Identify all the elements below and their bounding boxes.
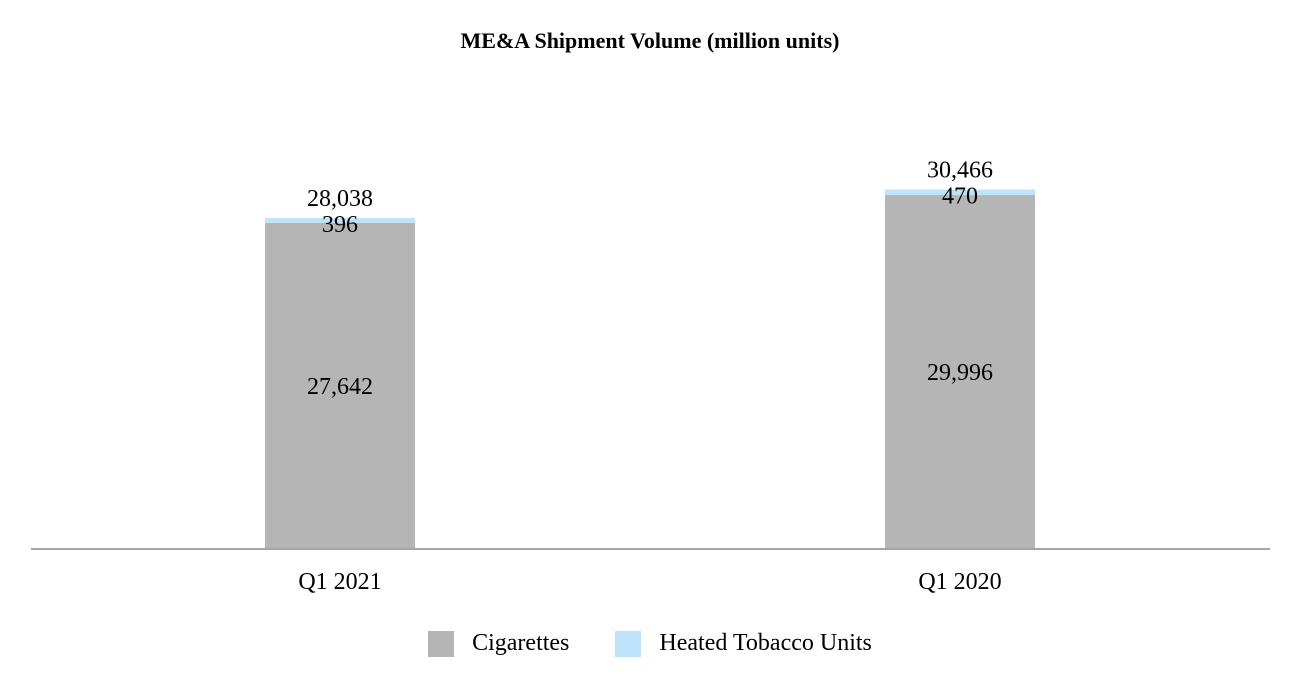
x-tick-label-0: Q1 2021 [298,569,381,595]
data-label-heated-tobacco-units-1: 470 [942,184,978,210]
legend-item-cigarettes: Cigarettes [428,630,569,657]
chart-title: ME&A Shipment Volume (million units) [460,28,840,53]
legend: Cigarettes Heated Tobacco Units [0,630,1300,657]
legend-item-heated-tobacco-units: Heated Tobacco Units [615,630,872,657]
bar-cigarettes-1 [885,195,1035,550]
legend-swatch-heated-tobacco-units [615,630,642,657]
data-label-total-1: 30,466 [927,158,993,184]
x-tick-label-1: Q1 2020 [918,569,1001,595]
data-label-cigarettes-0: 27,642 [307,374,373,400]
data-label-heated-tobacco-units-0: 396 [322,212,358,238]
data-label-total-0: 28,038 [307,186,373,212]
bar-heated-tobacco-units-0 [265,218,415,223]
legend-swatch-cigarettes [428,630,455,657]
bar-heated-tobacco-units-1 [885,189,1035,196]
legend-label-cigarettes: Cigarettes [472,630,570,656]
bar-cigarettes-0 [265,222,415,549]
data-label-cigarettes-1: 29,996 [927,360,993,386]
legend-label-heated-tobacco-units: Heated Tobacco Units [659,630,872,656]
